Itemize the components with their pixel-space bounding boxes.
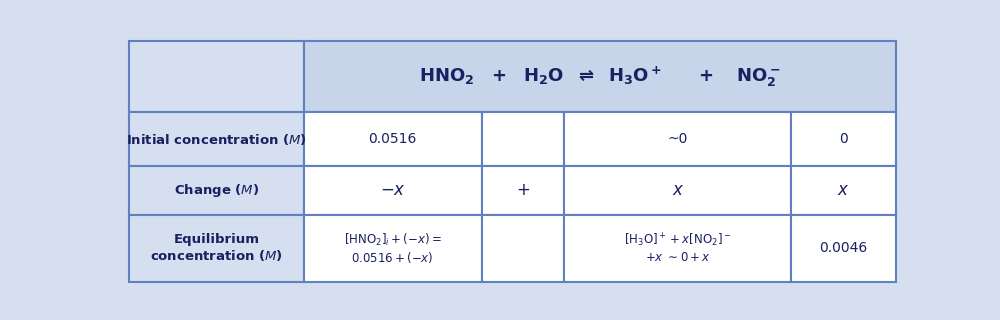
FancyBboxPatch shape — [791, 214, 896, 282]
Text: $x$: $x$ — [672, 181, 684, 199]
FancyBboxPatch shape — [129, 166, 304, 214]
Text: 0: 0 — [839, 132, 848, 146]
Text: $-x$: $-x$ — [380, 181, 406, 199]
FancyBboxPatch shape — [129, 41, 304, 112]
Text: +: + — [516, 181, 530, 199]
FancyBboxPatch shape — [482, 166, 564, 214]
FancyBboxPatch shape — [791, 166, 896, 214]
Text: ~0: ~0 — [668, 132, 688, 146]
FancyBboxPatch shape — [791, 112, 896, 166]
FancyBboxPatch shape — [129, 112, 304, 166]
FancyBboxPatch shape — [129, 214, 304, 282]
Text: Change ($\mathit{M}$): Change ($\mathit{M}$) — [174, 182, 259, 199]
FancyBboxPatch shape — [564, 214, 791, 282]
Text: Equilibrium
concentration ($\mathit{M}$): Equilibrium concentration ($\mathit{M}$) — [150, 233, 283, 263]
FancyBboxPatch shape — [304, 112, 482, 166]
FancyBboxPatch shape — [482, 112, 564, 166]
Text: $\mathbf{HNO_2}$   $\mathbf{+}$   $\mathbf{H_2O}$  $\mathbf{\rightleftharpoons}$: $\mathbf{HNO_2}$ $\mathbf{+}$ $\mathbf{H… — [419, 65, 781, 89]
Text: 0.0516: 0.0516 — [368, 132, 417, 146]
FancyBboxPatch shape — [564, 166, 791, 214]
FancyBboxPatch shape — [304, 41, 896, 112]
FancyBboxPatch shape — [482, 214, 564, 282]
Text: $x$: $x$ — [837, 181, 850, 199]
Text: $[\mathrm{HNO_2}]_i + (-x) =$
$0.0516 + (-x)$: $[\mathrm{HNO_2}]_i + (-x) =$ $0.0516 + … — [344, 231, 442, 265]
Text: 0.0046: 0.0046 — [820, 241, 868, 255]
FancyBboxPatch shape — [564, 112, 791, 166]
FancyBboxPatch shape — [304, 214, 482, 282]
Text: Initial concentration ($\mathit{M}$): Initial concentration ($\mathit{M}$) — [126, 132, 307, 147]
Text: $[\mathrm{H_3O}]^+ + x[\mathrm{NO_2}]^-$
$+ x\ {\sim}0 + x$: $[\mathrm{H_3O}]^+ + x[\mathrm{NO_2}]^-$… — [624, 232, 732, 264]
FancyBboxPatch shape — [304, 166, 482, 214]
